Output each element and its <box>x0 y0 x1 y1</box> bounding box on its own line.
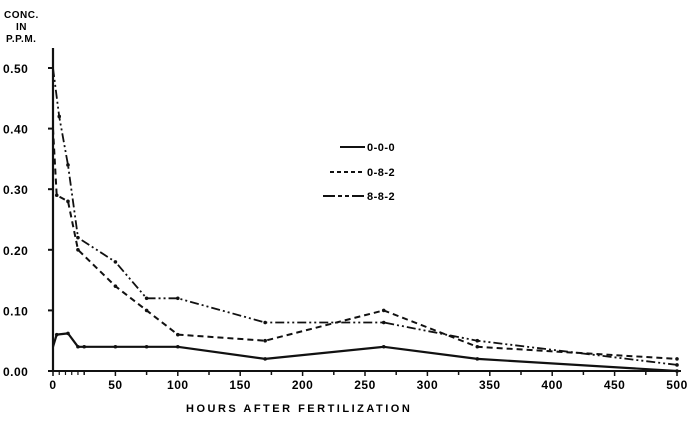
data-point <box>54 193 59 198</box>
y-axis-title: CONC.INP.P.M. <box>4 10 39 45</box>
data-point <box>263 320 267 325</box>
x-tick-label: 400 <box>541 378 563 392</box>
y-axis-ticks: 0.00 0.10 0.20 0.30 0.40 0.50 <box>3 62 53 379</box>
data-point <box>57 114 62 119</box>
data-point <box>176 344 180 349</box>
x-tick-label: 50 <box>108 378 122 392</box>
x-tick-label: 0 <box>49 378 56 392</box>
data-point <box>381 320 386 325</box>
x-tick-label: 250 <box>354 378 376 392</box>
legend-label-0-8-2: 0-8-2 <box>367 167 395 179</box>
data-point <box>144 344 149 349</box>
y-tick-label: 0.30 <box>3 183 28 197</box>
data-point <box>176 296 180 301</box>
axes <box>51 48 681 372</box>
data-point <box>475 357 480 361</box>
x-tick-label: 500 <box>666 378 688 392</box>
data-point <box>66 331 70 336</box>
y-tick-label: 0.10 <box>3 304 28 318</box>
series-line-0-8-2 <box>52 128 678 360</box>
x-axis-ticks: 0 50 100 150 200 250 300 350 400 450 500 <box>49 371 687 392</box>
data-point <box>76 248 80 252</box>
data-point <box>76 235 80 240</box>
data-point <box>263 357 267 361</box>
data-point <box>475 344 480 349</box>
data-point <box>113 284 118 288</box>
y-tick-label: 0.00 <box>3 365 28 379</box>
data-point <box>475 338 480 343</box>
data-point <box>113 344 118 349</box>
data-point <box>381 308 386 313</box>
series-line-8-8-2 <box>52 67 678 366</box>
y-axis-title-line: CONC. <box>4 10 39 21</box>
data-point <box>675 363 679 367</box>
data-point <box>675 357 679 361</box>
legend-label-0-0-0: 0-0-0 <box>367 142 395 154</box>
x-tick-label: 200 <box>292 378 314 392</box>
data-point <box>54 332 59 337</box>
y-axis-title-line: IN <box>16 22 27 33</box>
data-point <box>66 163 70 167</box>
data-point <box>76 344 80 349</box>
y-tick-label: 0.40 <box>3 123 28 137</box>
y-tick-label: 0.50 <box>3 62 28 76</box>
data-point <box>675 369 679 373</box>
x-tick-label: 100 <box>167 378 189 392</box>
data-point <box>176 332 180 337</box>
legend-label-8-8-2: 8-8-2 <box>367 191 395 203</box>
x-tick-label: 350 <box>479 378 501 392</box>
series-line-0-0-0 <box>51 332 678 373</box>
y-tick-label: 0.20 <box>3 244 28 258</box>
y-axis-title-line: P.P.M. <box>6 34 36 45</box>
x-tick-label: 300 <box>417 378 439 392</box>
data-point <box>113 260 118 264</box>
data-point <box>263 338 267 343</box>
x-tick-label: 150 <box>229 378 251 392</box>
data-point <box>82 344 86 349</box>
legend: 0-0-0 0-8-2 8-8-2 <box>323 142 395 203</box>
data-point <box>144 308 149 313</box>
data-point <box>144 296 149 301</box>
data-point <box>66 199 70 204</box>
x-tick-label: 450 <box>604 378 626 392</box>
data-series <box>51 67 679 373</box>
x-axis-title: HOURS AFTER FERTILIZATION <box>186 403 412 415</box>
data-point <box>381 344 386 349</box>
